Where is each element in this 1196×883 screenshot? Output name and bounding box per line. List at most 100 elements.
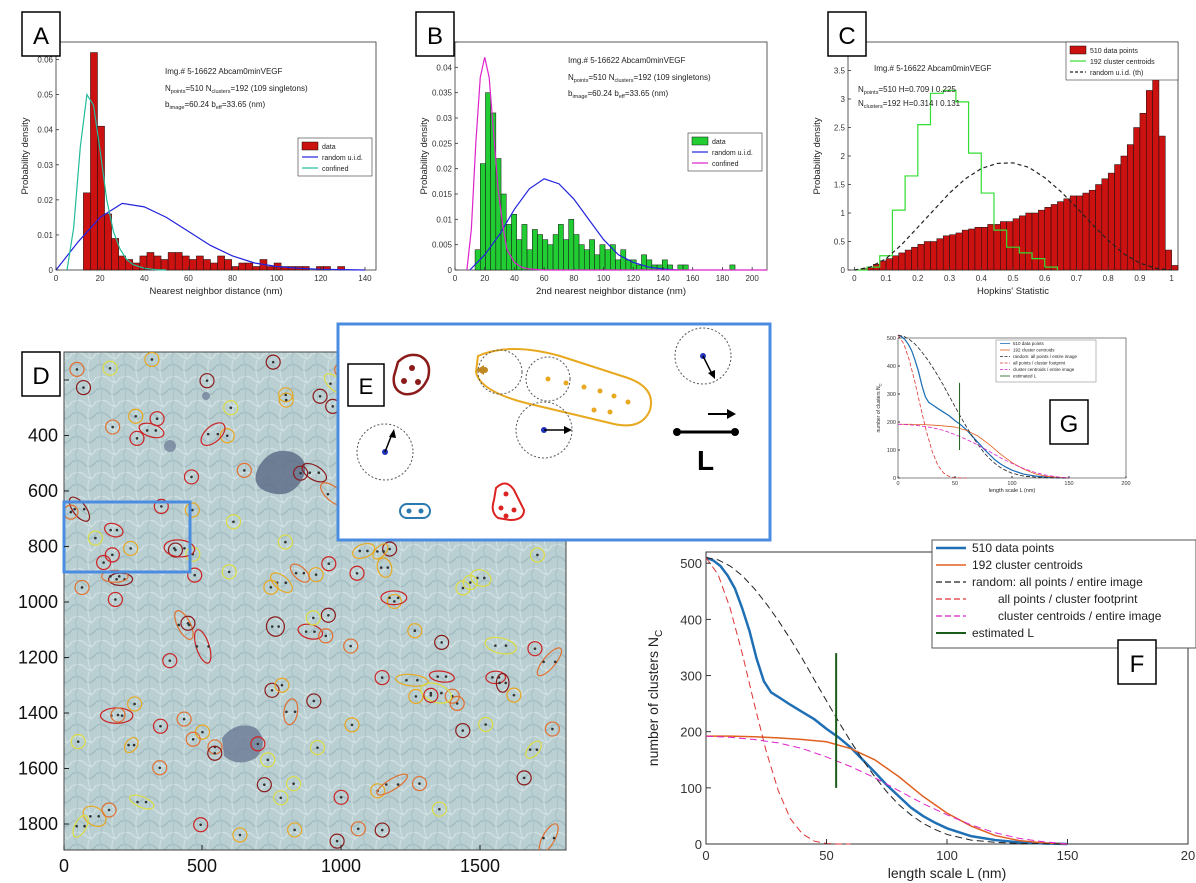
cluster-outline-small xyxy=(392,353,431,396)
panel-letter: E xyxy=(359,374,374,399)
legend: 510 data points 192 cluster centroids rand… xyxy=(931,539,1196,649)
x-tick-label: 1000 xyxy=(321,856,361,876)
annot-text: =510 N xyxy=(588,73,614,82)
cluster-outline xyxy=(380,590,408,606)
histogram-bar xyxy=(189,259,197,271)
cluster-point xyxy=(284,398,288,402)
x-axis-label: Nearest neighbor distance (nm) xyxy=(149,286,282,297)
x-tick-label: 60 xyxy=(184,274,193,283)
histogram-bar xyxy=(573,234,580,271)
cluster-point xyxy=(242,469,246,472)
cluster-outline xyxy=(64,504,79,520)
cluster-outline xyxy=(370,783,386,799)
nn-arrow xyxy=(702,355,713,375)
cluster-point xyxy=(133,702,136,706)
cluster-outline xyxy=(343,638,359,654)
legend-swatch xyxy=(301,141,319,151)
cluster-outline xyxy=(320,607,336,623)
x-tick-label: 60 xyxy=(540,274,549,283)
y-tick-label: 0.025 xyxy=(432,139,453,148)
cluster-point xyxy=(304,630,308,633)
cluster-outline xyxy=(516,770,532,786)
histogram-bar xyxy=(245,262,254,271)
annotation-line: bimage=60.24 beff=33.65 (nm) xyxy=(165,100,266,111)
cluster-point xyxy=(535,748,539,751)
cluster-point xyxy=(111,553,114,557)
nn-arrowhead xyxy=(476,365,484,375)
cluster-point xyxy=(418,508,424,514)
histogram-bar xyxy=(1044,207,1052,271)
histogram-bar xyxy=(578,244,585,271)
cluster-outline xyxy=(470,568,492,587)
annot-text: N xyxy=(858,85,864,94)
cluster-point xyxy=(193,573,197,577)
cluster-point xyxy=(380,828,384,832)
annot-text: =33.65 (nm) xyxy=(222,100,266,109)
cluster-outline xyxy=(107,591,123,608)
cluster-point xyxy=(318,394,322,398)
y-tick-label: 0.05 xyxy=(37,91,53,100)
cluster-point xyxy=(440,641,443,644)
cluster-point xyxy=(109,575,112,578)
cluster-point xyxy=(201,730,204,734)
annot-subscript: clusters xyxy=(615,78,634,84)
cluster-outline xyxy=(455,580,471,596)
search-radius-circle xyxy=(356,423,414,481)
y-tick-label: 0 xyxy=(893,476,896,482)
y-tick-label: 100 xyxy=(887,448,896,454)
cluster-point xyxy=(292,782,295,785)
histogram-bar xyxy=(542,239,549,271)
histogram-bar xyxy=(646,259,653,271)
legend: data random u.i.d. confined xyxy=(297,137,373,177)
cluster-point xyxy=(75,824,78,828)
cell-blob xyxy=(164,440,176,452)
cluster-outline xyxy=(129,430,145,446)
annot-subscript: eff xyxy=(619,94,625,100)
histogram-bar xyxy=(153,255,162,271)
cluster-outline xyxy=(382,541,398,557)
y-tick-label: 2 xyxy=(841,152,846,161)
histogram-bar xyxy=(677,264,684,271)
cluster-outline xyxy=(124,737,139,754)
cluster-outline xyxy=(333,789,349,805)
x-tick-label: 50 xyxy=(952,481,958,487)
histogram-bar xyxy=(1019,215,1026,271)
histogram-bar xyxy=(203,259,211,271)
x-tick-label: 120 xyxy=(627,274,641,283)
cluster-outline xyxy=(101,802,117,818)
cluster-point xyxy=(327,562,331,566)
cluster-point xyxy=(80,586,84,589)
cluster-point xyxy=(271,360,275,364)
cluster-outline xyxy=(423,687,439,703)
cluster-outline xyxy=(162,653,178,669)
x-tick-label: 0.4 xyxy=(976,274,988,283)
cluster-outline xyxy=(529,547,546,563)
x-tick-label: 0.5 xyxy=(1007,274,1019,283)
x-tick-label: 80 xyxy=(228,274,237,283)
cluster-point xyxy=(416,678,419,682)
x-tick-label: 40 xyxy=(140,274,149,283)
y-tick-label: 400 xyxy=(28,426,58,446)
cluster-point xyxy=(229,406,233,410)
x-tick-label: 20 xyxy=(1181,848,1195,863)
histogram-bar xyxy=(911,246,919,271)
cluster-point xyxy=(409,365,415,371)
cluster-outline xyxy=(104,522,124,538)
annot-subscript: points xyxy=(864,90,879,96)
cluster-point xyxy=(109,528,112,532)
panel-label-a: A xyxy=(21,11,61,57)
cluster-outline xyxy=(152,760,168,776)
cluster-outline xyxy=(321,556,337,572)
cluster-point xyxy=(284,540,287,544)
histogram-bar xyxy=(981,227,988,271)
x-tick-label: 200 xyxy=(745,274,759,283)
histogram-bar xyxy=(968,228,976,271)
cluster-point xyxy=(225,434,229,438)
annotation-line: Img.# 5-16622 Abcam0minVEGF xyxy=(568,56,686,65)
cluster-point xyxy=(232,520,235,524)
series-line xyxy=(466,57,767,271)
cluster-point xyxy=(293,828,296,832)
legend-box xyxy=(931,539,1196,649)
cluster-outline xyxy=(187,567,203,583)
